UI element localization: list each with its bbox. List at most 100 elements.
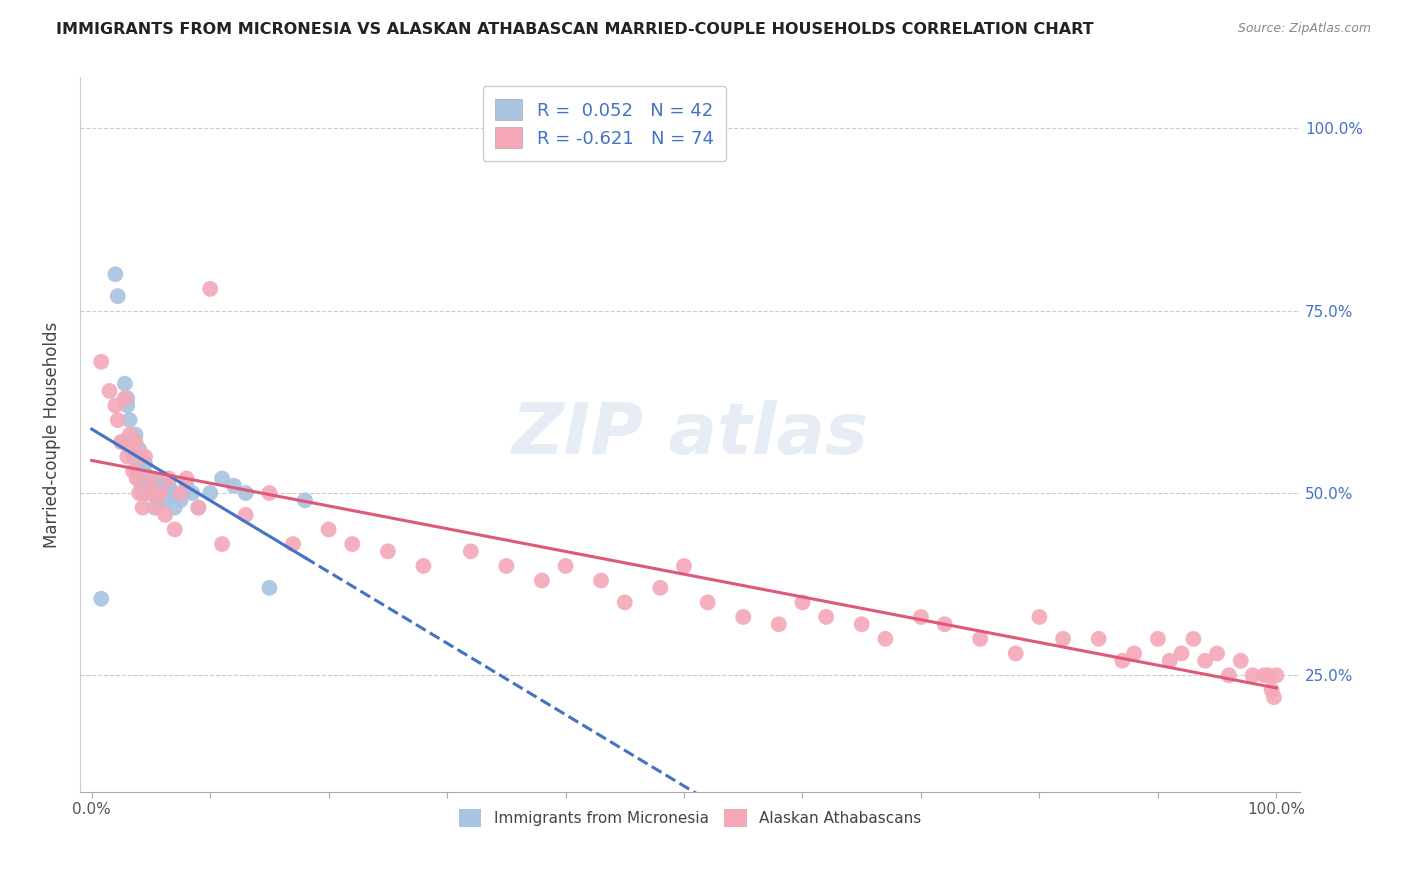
Point xyxy=(875,632,897,646)
Point xyxy=(591,574,613,588)
Point xyxy=(1263,690,1285,705)
Point xyxy=(149,486,172,500)
Point xyxy=(132,464,155,478)
Point xyxy=(259,486,281,500)
Point xyxy=(460,544,482,558)
Point xyxy=(139,471,162,485)
Point xyxy=(530,574,553,588)
Point xyxy=(377,544,399,558)
Point xyxy=(143,500,166,515)
Point xyxy=(650,581,672,595)
Point xyxy=(136,471,159,485)
Point xyxy=(198,486,221,500)
Point xyxy=(118,413,141,427)
Point xyxy=(222,479,245,493)
Point xyxy=(124,435,146,450)
Point xyxy=(146,479,169,493)
Point xyxy=(768,617,790,632)
Point xyxy=(1257,668,1279,682)
Point xyxy=(969,632,991,646)
Point xyxy=(1111,654,1133,668)
Point xyxy=(733,610,755,624)
Point xyxy=(281,537,304,551)
Point xyxy=(117,450,139,464)
Point xyxy=(128,442,150,457)
Point xyxy=(1206,647,1229,661)
Point xyxy=(187,500,209,515)
Point xyxy=(1170,647,1192,661)
Point xyxy=(90,591,112,606)
Point xyxy=(114,391,136,405)
Point xyxy=(211,537,233,551)
Point xyxy=(125,464,148,478)
Point xyxy=(235,486,257,500)
Point xyxy=(153,508,176,522)
Point xyxy=(98,384,121,398)
Point xyxy=(142,486,165,500)
Point xyxy=(1147,632,1170,646)
Point xyxy=(131,500,153,515)
Point xyxy=(1123,647,1146,661)
Point xyxy=(122,464,145,478)
Point xyxy=(1182,632,1205,646)
Point xyxy=(139,471,162,485)
Point xyxy=(294,493,316,508)
Point xyxy=(128,471,150,485)
Point xyxy=(122,450,145,464)
Legend: Immigrants from Micronesia, Alaskan Athabascans: Immigrants from Micronesia, Alaskan Atha… xyxy=(451,801,929,834)
Point xyxy=(1253,668,1275,682)
Point xyxy=(1087,632,1109,646)
Point xyxy=(138,479,160,493)
Point xyxy=(342,537,364,551)
Point xyxy=(1260,682,1282,697)
Point xyxy=(107,289,129,303)
Point xyxy=(157,479,180,493)
Point xyxy=(1229,654,1251,668)
Point xyxy=(851,617,873,632)
Point xyxy=(815,610,838,624)
Point xyxy=(1265,668,1288,682)
Point xyxy=(142,486,165,500)
Point xyxy=(163,500,186,515)
Point xyxy=(90,355,112,369)
Point xyxy=(118,427,141,442)
Point xyxy=(152,471,174,485)
Point xyxy=(146,493,169,508)
Y-axis label: Married-couple Households: Married-couple Households xyxy=(44,322,60,548)
Point xyxy=(554,558,576,573)
Point xyxy=(153,493,176,508)
Point xyxy=(162,486,184,500)
Point xyxy=(1159,654,1181,668)
Point xyxy=(163,523,186,537)
Point xyxy=(104,399,127,413)
Point xyxy=(124,427,146,442)
Point xyxy=(176,471,198,485)
Point xyxy=(134,450,156,464)
Point xyxy=(613,595,636,609)
Point xyxy=(412,558,434,573)
Point xyxy=(198,282,221,296)
Point xyxy=(1241,668,1264,682)
Point xyxy=(131,450,153,464)
Point xyxy=(135,486,157,500)
Point xyxy=(149,486,172,500)
Point xyxy=(1218,668,1240,682)
Point xyxy=(910,610,932,624)
Point xyxy=(1194,654,1216,668)
Point xyxy=(110,435,132,450)
Point xyxy=(169,486,191,500)
Point xyxy=(134,457,156,471)
Text: Source: ZipAtlas.com: Source: ZipAtlas.com xyxy=(1237,22,1371,36)
Point xyxy=(1028,610,1050,624)
Text: ZIP atlas: ZIP atlas xyxy=(512,401,869,469)
Point xyxy=(673,558,696,573)
Point xyxy=(495,558,517,573)
Point xyxy=(181,486,204,500)
Point xyxy=(157,471,180,485)
Point xyxy=(136,486,159,500)
Point xyxy=(934,617,956,632)
Point xyxy=(169,493,191,508)
Point xyxy=(110,435,132,450)
Point xyxy=(235,508,257,522)
Point xyxy=(1004,647,1026,661)
